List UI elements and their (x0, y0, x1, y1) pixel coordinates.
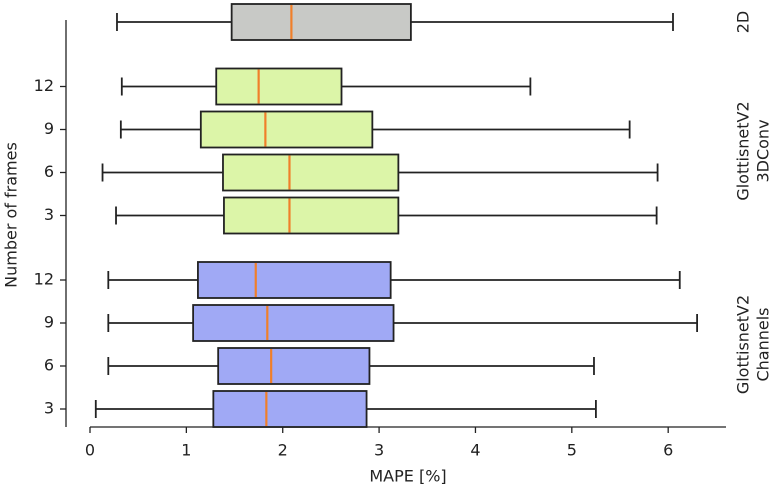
box (199, 110, 374, 149)
x-axis-label: MAPE [%] (369, 467, 446, 486)
y-tick-label: 12 (34, 270, 54, 289)
group-label: GlottisnetV2 (734, 295, 753, 394)
box (192, 304, 395, 342)
x-tick-label: 2 (278, 441, 288, 460)
x-tick-label: 0 (85, 441, 95, 460)
y-tick-label: 6 (44, 162, 54, 181)
group-label: GlottisnetV2 (734, 101, 753, 200)
box (222, 153, 400, 192)
box (215, 67, 343, 106)
y-tick-label: 9 (44, 313, 54, 332)
x-tick-label: 1 (181, 441, 191, 460)
x-tick-label: 4 (470, 441, 480, 460)
y-tick-label: 3 (44, 205, 54, 224)
group-label: 3DConv (754, 119, 773, 182)
x-tick-label: 3 (374, 441, 384, 460)
y-tick-label: 6 (44, 356, 54, 375)
y-tick-label: 3 (44, 399, 54, 418)
y-axis-label: Number of frames (2, 142, 21, 288)
x-tick-label: 6 (663, 441, 673, 460)
group-label: Channels (754, 307, 773, 381)
y-tick-label: 9 (44, 119, 54, 138)
y-tick-label: 12 (34, 76, 54, 95)
box (217, 347, 371, 385)
box (197, 261, 392, 299)
box (230, 3, 412, 41)
x-tick-label: 5 (567, 441, 577, 460)
group-label: 2D (734, 11, 753, 34)
box (223, 196, 400, 235)
box (212, 390, 368, 428)
